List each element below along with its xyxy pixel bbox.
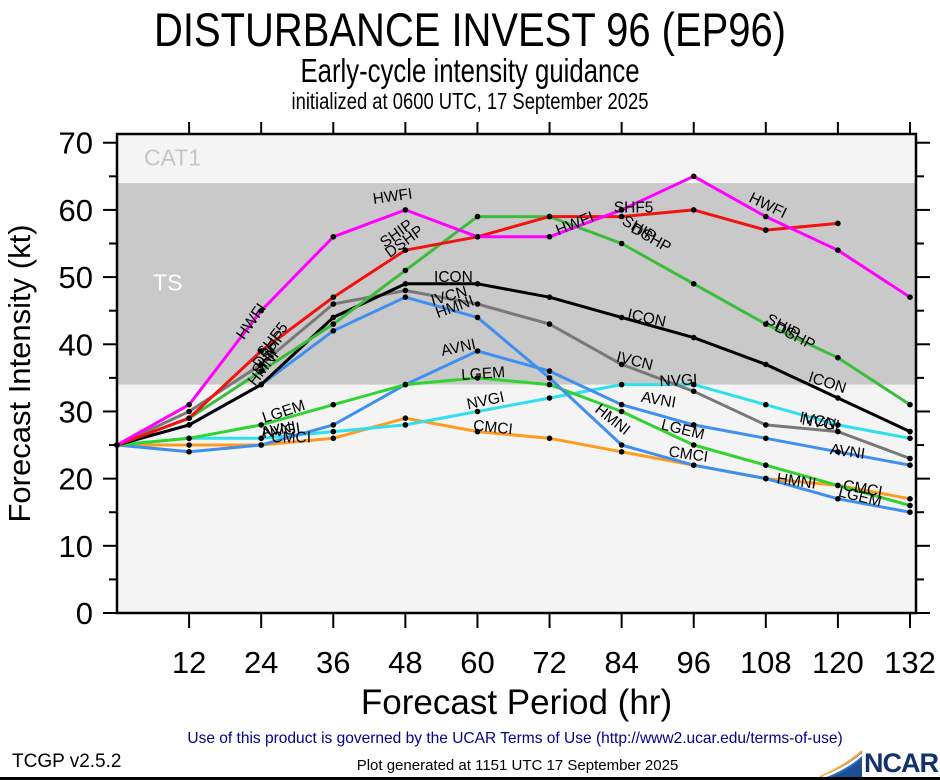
y-tick-label-20: 20	[59, 462, 93, 497]
line-label-ICON: ICON	[434, 269, 473, 286]
y-tick-label-40: 40	[59, 327, 93, 362]
ncar-logo-text: NCAR	[864, 748, 939, 778]
line-label-SHF5: SHF5	[614, 200, 654, 217]
line-label-CMCI: CMCI	[472, 417, 513, 438]
y-tick-label-30: 30	[59, 394, 93, 429]
band-CAT1	[117, 134, 916, 184]
x-tick-label-60: 60	[460, 645, 494, 680]
x-tick-label-12: 12	[172, 645, 206, 680]
y-tick-label-60: 60	[59, 193, 93, 228]
x-tick-label-24: 24	[244, 645, 278, 680]
tcgp-version: TCGP v2.5.2	[12, 751, 122, 772]
series-ICON	[114, 281, 913, 448]
line-label-CMCI: CMCI	[271, 429, 311, 446]
band-label-CAT1: CAT1	[144, 145, 201, 171]
y-tick-label-0: 0	[76, 596, 93, 631]
band-TS	[117, 183, 916, 385]
line-label-NVGI: NVGI	[659, 371, 698, 390]
line-label-AVNI: AVNI	[260, 418, 297, 441]
y-tick-label-50: 50	[59, 260, 93, 295]
line-label-CMCI: CMCI	[842, 477, 884, 501]
y-tick-label-70: 70	[59, 126, 93, 161]
line-label-NVGI: NVGI	[262, 420, 302, 442]
line-label-LGEM: LGEM	[461, 364, 506, 384]
x-tick-label-36: 36	[316, 645, 350, 680]
line-label-AVNI: AVNI	[640, 389, 677, 412]
line-label-HMNI: HMNI	[776, 470, 818, 492]
page-title: DISTURBANCE INVEST 96 (EP96)	[153, 3, 786, 56]
x-axis-title: Forecast Period (hr)	[361, 683, 672, 722]
line-label-HWFI: HWFI	[372, 186, 414, 208]
ucar-terms-line: Use of this product is governed by the U…	[187, 730, 843, 747]
bottom-border	[0, 777, 940, 780]
y-tick-label-10: 10	[59, 529, 93, 564]
x-tick-label-84: 84	[604, 645, 638, 680]
page-subtitle: Early-cycle intensity guidance	[300, 52, 640, 89]
ncar-logo: NCAR	[818, 748, 939, 778]
init-time-line: initialized at 0600 UTC, 17 September 20…	[291, 88, 649, 114]
line-label-CMCI: CMCI	[668, 444, 710, 466]
series-HWFI	[114, 173, 913, 448]
x-tick-label-132: 132	[884, 645, 936, 680]
line-label-AVNI: AVNI	[829, 441, 866, 463]
series-NVGI	[114, 381, 913, 448]
ncar-swoosh-icon	[819, 750, 863, 778]
y-axis-title: Forecast Intensity (kt)	[2, 224, 37, 522]
band-label-TS: TS	[153, 270, 182, 296]
x-tick-label-72: 72	[532, 645, 566, 680]
x-tick-label-96: 96	[676, 645, 710, 680]
plot-generated-line: Plot generated at 1151 UTC 17 September …	[356, 757, 679, 774]
line-label-NVGI: NVGI	[801, 412, 841, 435]
line-label-AVNI: AVNI	[440, 336, 478, 360]
x-tick-label-120: 120	[812, 645, 864, 680]
x-tick-label-48: 48	[388, 645, 422, 680]
x-tick-label-108: 108	[740, 645, 792, 680]
series-LGEM	[114, 375, 913, 509]
